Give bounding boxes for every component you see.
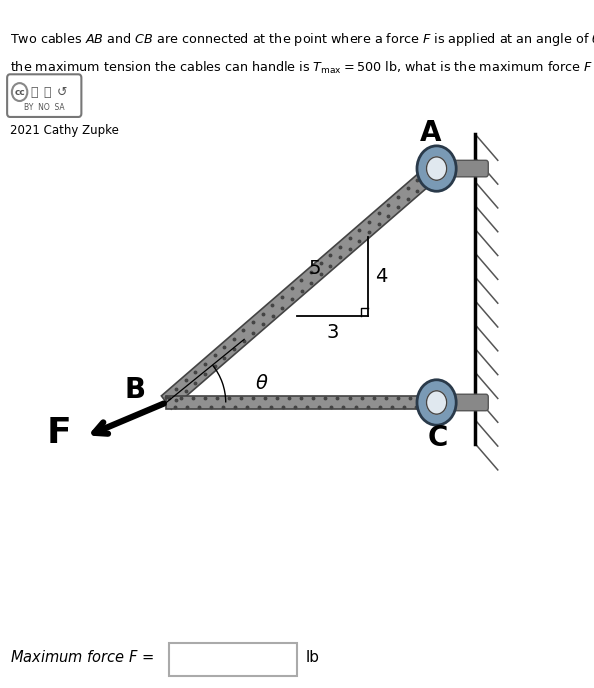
FancyBboxPatch shape bbox=[451, 394, 488, 411]
Circle shape bbox=[426, 157, 447, 180]
Text: 4: 4 bbox=[375, 268, 387, 286]
Text: ↺: ↺ bbox=[57, 86, 68, 99]
Text: cc: cc bbox=[14, 87, 25, 96]
Text: 2021 Cathy Zupke: 2021 Cathy Zupke bbox=[10, 124, 119, 137]
Text: lb: lb bbox=[306, 649, 320, 665]
Text: B: B bbox=[125, 376, 146, 404]
Circle shape bbox=[417, 146, 456, 191]
FancyBboxPatch shape bbox=[7, 74, 81, 117]
Polygon shape bbox=[162, 162, 441, 409]
Text: F: F bbox=[46, 416, 71, 450]
FancyBboxPatch shape bbox=[451, 160, 488, 177]
Text: 3: 3 bbox=[327, 323, 339, 342]
Text: 5: 5 bbox=[308, 259, 321, 278]
Circle shape bbox=[426, 391, 447, 414]
FancyBboxPatch shape bbox=[169, 643, 297, 676]
Text: BY  NO  SA: BY NO SA bbox=[24, 103, 65, 111]
Polygon shape bbox=[166, 396, 437, 409]
Text: ⓘ: ⓘ bbox=[30, 86, 37, 99]
Text: θ: θ bbox=[255, 374, 267, 393]
Text: C: C bbox=[428, 424, 448, 452]
Circle shape bbox=[417, 380, 456, 425]
Text: ⃀: ⃀ bbox=[44, 86, 51, 99]
Text: Maximum force $F$ =: Maximum force $F$ = bbox=[10, 649, 154, 665]
Text: Two cables $AB$ and $CB$ are connected at the point where a force $F$ is applied: Two cables $AB$ and $CB$ are connected a… bbox=[10, 31, 594, 48]
Text: applied?: applied? bbox=[10, 89, 64, 102]
Text: A: A bbox=[420, 119, 441, 147]
Text: the maximum tension the cables can handle is $T_{\mathrm{max}} = 500$ lb, what i: the maximum tension the cables can handl… bbox=[10, 60, 594, 76]
